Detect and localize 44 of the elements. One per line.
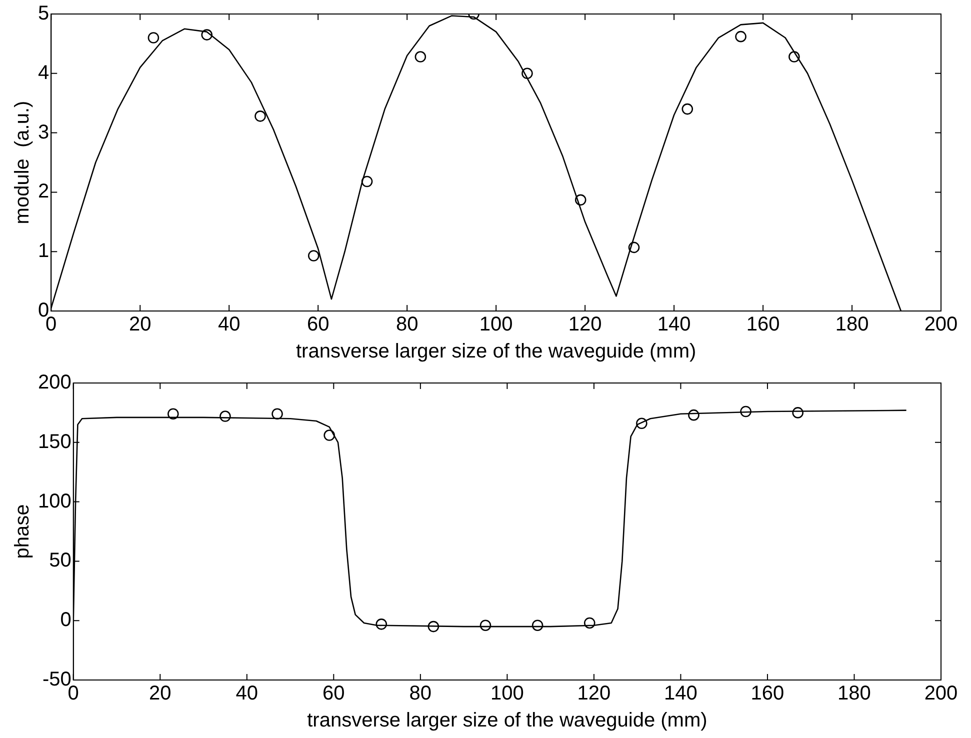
point <box>308 250 320 262</box>
x-tick-label: 100 <box>479 314 513 336</box>
x-tick-label: 180 <box>835 314 869 336</box>
point <box>272 408 283 420</box>
x-tick-label: 180 <box>838 682 871 705</box>
x-axis-title: transverse larger size of the waveguide (mm) <box>296 340 696 363</box>
x-tick-label: 80 <box>396 314 418 336</box>
x-axis-title: transverse larger size of the waveguide (mm) <box>307 710 708 732</box>
y-tick-label: 0 <box>60 609 72 632</box>
x-tick-label: 40 <box>218 314 240 336</box>
x-tick-label: 120 <box>577 682 611 705</box>
y-tick-label: 150 <box>38 430 72 453</box>
point <box>148 32 160 44</box>
point <box>361 176 373 188</box>
x-tick-label: 80 <box>409 682 432 705</box>
x-tick-label: 20 <box>128 314 152 336</box>
y-tick-label: 200 <box>38 372 72 394</box>
x-tick-label: 60 <box>322 682 345 705</box>
x-tick-label: 160 <box>750 682 784 705</box>
point <box>682 103 694 115</box>
point <box>324 430 335 441</box>
x-tick-label: 20 <box>149 682 172 705</box>
point <box>414 51 426 62</box>
y-tick-label: 100 <box>38 490 72 512</box>
y-tick-label: 5 <box>38 2 50 25</box>
x-tick-label: 100 <box>490 682 524 705</box>
x-tick-label: 200 <box>924 682 958 705</box>
point <box>735 30 746 42</box>
y-tick-label: 2 <box>38 180 50 203</box>
y-tick-label: 1 <box>38 240 50 262</box>
x-tick-label: 120 <box>568 314 602 336</box>
x-tick-label: 40 <box>236 682 258 705</box>
x-tick-label: 140 <box>664 682 698 705</box>
x-tick-label: 140 <box>657 314 691 336</box>
y-axis-title: phase <box>12 504 34 559</box>
point <box>167 408 179 420</box>
x-tick-label: 160 <box>746 314 780 336</box>
point <box>254 110 266 122</box>
y-tick-label: 3 <box>38 121 50 144</box>
y-tick-label: 50 <box>49 550 72 572</box>
x-tick-label: 200 <box>924 314 958 336</box>
x-tick-label: 60 <box>306 314 330 336</box>
y-axis-title: module (a.u.) <box>12 100 34 224</box>
y-tick-label: 4 <box>38 62 50 84</box>
